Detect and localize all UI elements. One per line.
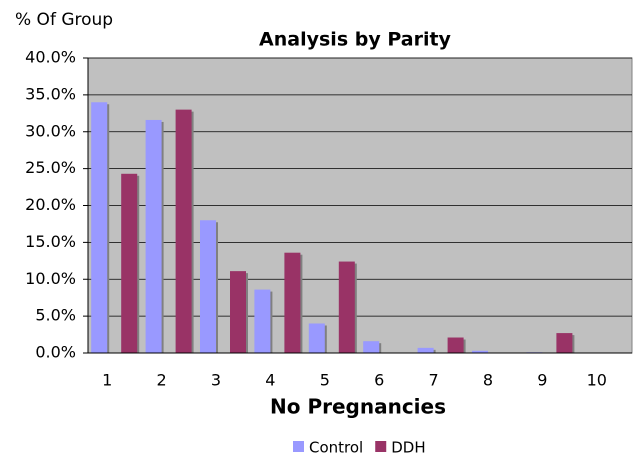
x-tick-label: 10 xyxy=(587,371,607,390)
y-tick-label: 20.0% xyxy=(25,195,76,214)
x-axis-label: No Pregnancies xyxy=(270,395,446,419)
legend-swatch xyxy=(375,441,387,452)
legend-label: Control xyxy=(309,439,363,457)
y-tick-label: 25.0% xyxy=(25,158,76,177)
y-tick-label: 15.0% xyxy=(25,232,76,251)
legend-swatch xyxy=(293,441,304,452)
bar xyxy=(91,102,108,353)
x-tick-label: 1 xyxy=(102,371,112,390)
y-axis-label: % Of Group xyxy=(15,10,113,30)
bar xyxy=(121,173,138,353)
bar xyxy=(417,347,434,353)
bar xyxy=(284,252,301,353)
x-tick-label: 8 xyxy=(483,371,493,390)
y-tick-label: 0.0% xyxy=(35,343,76,362)
bar xyxy=(200,220,216,353)
bar xyxy=(447,337,464,353)
x-tick-label: 7 xyxy=(429,371,439,390)
x-tick-label: 3 xyxy=(211,371,221,390)
bar xyxy=(556,333,573,353)
x-tick-label: 9 xyxy=(537,371,547,390)
bar xyxy=(338,261,355,353)
x-tick-label: 6 xyxy=(374,371,384,390)
bar xyxy=(175,109,192,353)
bar xyxy=(472,350,488,353)
y-tick-label: 30.0% xyxy=(25,121,76,140)
x-tick-label: 4 xyxy=(265,371,275,390)
x-tick-label: 2 xyxy=(157,371,167,390)
y-tick-label: 10.0% xyxy=(25,269,76,288)
y-tick-label: 35.0% xyxy=(25,84,76,103)
bar xyxy=(230,271,246,353)
bar xyxy=(363,341,380,353)
x-tick-label: 5 xyxy=(320,371,330,390)
chart-title: Analysis by Parity xyxy=(259,29,451,51)
legend-label: DDH xyxy=(391,439,425,457)
bar xyxy=(308,323,325,353)
y-tick-label: 5.0% xyxy=(35,306,76,325)
y-tick-label: 40.0% xyxy=(25,48,76,67)
bar xyxy=(254,289,271,353)
bar xyxy=(145,119,162,353)
